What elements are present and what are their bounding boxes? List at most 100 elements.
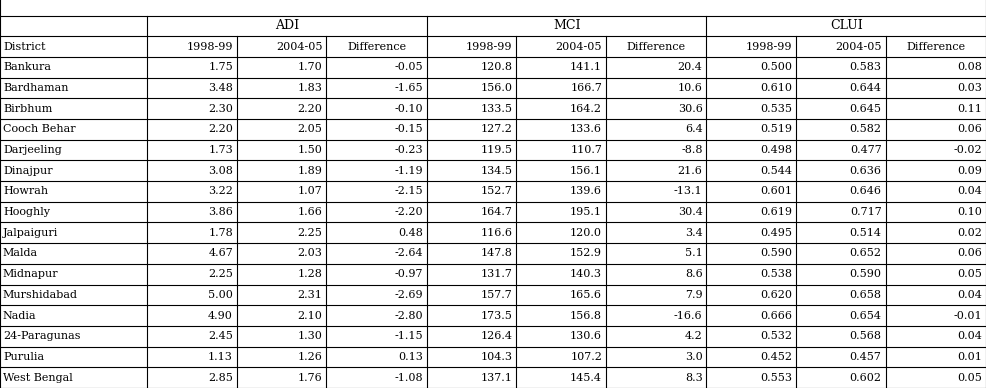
Text: 2.20: 2.20 (298, 104, 322, 114)
Text: 0.48: 0.48 (398, 228, 423, 238)
Text: 0.532: 0.532 (760, 331, 792, 341)
Text: 0.514: 0.514 (850, 228, 881, 238)
Text: 0.645: 0.645 (850, 104, 881, 114)
Text: 0.04: 0.04 (957, 331, 982, 341)
Text: 1.70: 1.70 (298, 62, 322, 72)
Text: 1998-99: 1998-99 (186, 42, 233, 52)
Text: 0.04: 0.04 (957, 290, 982, 300)
Text: 2.25: 2.25 (298, 228, 322, 238)
Text: 10.6: 10.6 (677, 83, 703, 93)
Text: 0.11: 0.11 (957, 104, 982, 114)
Text: 152.9: 152.9 (570, 248, 602, 258)
Text: 0.10: 0.10 (957, 207, 982, 217)
Text: 2.45: 2.45 (208, 331, 233, 341)
Text: 137.1: 137.1 (480, 372, 513, 383)
Text: 141.1: 141.1 (570, 62, 602, 72)
Text: 1998-99: 1998-99 (745, 42, 792, 52)
Text: 1.26: 1.26 (298, 352, 322, 362)
Text: 133.6: 133.6 (570, 124, 602, 134)
Text: -1.65: -1.65 (394, 83, 423, 93)
Text: Dinajpur: Dinajpur (3, 166, 52, 176)
Text: 2.31: 2.31 (298, 290, 322, 300)
Text: -0.05: -0.05 (394, 62, 423, 72)
Text: -0.10: -0.10 (394, 104, 423, 114)
Text: 156.1: 156.1 (570, 166, 602, 176)
Text: 104.3: 104.3 (480, 352, 513, 362)
Text: 3.4: 3.4 (684, 228, 703, 238)
Text: 0.05: 0.05 (957, 269, 982, 279)
Text: 0.590: 0.590 (760, 248, 792, 258)
Text: 0.06: 0.06 (957, 248, 982, 258)
Text: -1.08: -1.08 (394, 372, 423, 383)
Text: 2.05: 2.05 (298, 124, 322, 134)
Text: -1.15: -1.15 (394, 331, 423, 341)
Text: 3.22: 3.22 (208, 186, 233, 196)
Text: 1.73: 1.73 (208, 145, 233, 155)
Text: 0.553: 0.553 (760, 372, 792, 383)
Text: 30.6: 30.6 (677, 104, 703, 114)
Text: 0.652: 0.652 (850, 248, 881, 258)
Text: -2.69: -2.69 (394, 290, 423, 300)
Text: 0.03: 0.03 (957, 83, 982, 93)
Text: CLUI: CLUI (830, 19, 863, 32)
Text: MCI: MCI (553, 19, 581, 32)
Text: 24-Paragunas: 24-Paragunas (3, 331, 81, 341)
Text: 107.2: 107.2 (570, 352, 602, 362)
Text: 119.5: 119.5 (480, 145, 513, 155)
Text: 195.1: 195.1 (570, 207, 602, 217)
Text: 1.75: 1.75 (208, 62, 233, 72)
Text: 2004-05: 2004-05 (555, 42, 602, 52)
Text: 0.05: 0.05 (957, 372, 982, 383)
Text: 8.3: 8.3 (684, 372, 703, 383)
Text: 2.20: 2.20 (208, 124, 233, 134)
Text: 20.4: 20.4 (677, 62, 703, 72)
Text: 166.7: 166.7 (570, 83, 602, 93)
Text: 0.619: 0.619 (760, 207, 792, 217)
Text: 0.582: 0.582 (850, 124, 881, 134)
Text: District: District (3, 42, 45, 52)
Text: 1.76: 1.76 (298, 372, 322, 383)
Text: 30.4: 30.4 (677, 207, 703, 217)
Text: 133.5: 133.5 (480, 104, 513, 114)
Text: 1.28: 1.28 (298, 269, 322, 279)
Text: 156.0: 156.0 (480, 83, 513, 93)
Text: 0.495: 0.495 (760, 228, 792, 238)
Text: 0.658: 0.658 (850, 290, 881, 300)
Text: West Bengal: West Bengal (3, 372, 73, 383)
Text: 3.08: 3.08 (208, 166, 233, 176)
Text: 127.2: 127.2 (480, 124, 513, 134)
Text: 1.50: 1.50 (298, 145, 322, 155)
Text: 120.0: 120.0 (570, 228, 602, 238)
Text: Cooch Behar: Cooch Behar (3, 124, 76, 134)
Text: -2.80: -2.80 (394, 310, 423, 320)
Text: 0.02: 0.02 (957, 228, 982, 238)
Text: 0.544: 0.544 (760, 166, 792, 176)
Text: 3.86: 3.86 (208, 207, 233, 217)
Text: 0.519: 0.519 (760, 124, 792, 134)
Text: 0.452: 0.452 (760, 352, 792, 362)
Text: 0.477: 0.477 (850, 145, 881, 155)
Text: -0.23: -0.23 (394, 145, 423, 155)
Text: 3.0: 3.0 (684, 352, 703, 362)
Text: 0.13: 0.13 (398, 352, 423, 362)
Text: 0.644: 0.644 (850, 83, 881, 93)
Text: 140.3: 140.3 (570, 269, 602, 279)
Text: 156.8: 156.8 (570, 310, 602, 320)
Text: 0.666: 0.666 (760, 310, 792, 320)
Text: 145.4: 145.4 (570, 372, 602, 383)
Text: Hooghly: Hooghly (3, 207, 50, 217)
Text: 130.6: 130.6 (570, 331, 602, 341)
Text: 157.7: 157.7 (481, 290, 513, 300)
Text: 134.5: 134.5 (480, 166, 513, 176)
Text: 2.10: 2.10 (298, 310, 322, 320)
Text: 1998-99: 1998-99 (466, 42, 513, 52)
Text: 0.568: 0.568 (850, 331, 881, 341)
Text: 147.8: 147.8 (480, 248, 513, 258)
Text: 2004-05: 2004-05 (835, 42, 881, 52)
Text: Difference: Difference (906, 42, 965, 52)
Text: -0.97: -0.97 (394, 269, 423, 279)
Text: 2.25: 2.25 (208, 269, 233, 279)
Text: 152.7: 152.7 (480, 186, 513, 196)
Text: 2.85: 2.85 (208, 372, 233, 383)
Text: ADI: ADI (275, 19, 299, 32)
